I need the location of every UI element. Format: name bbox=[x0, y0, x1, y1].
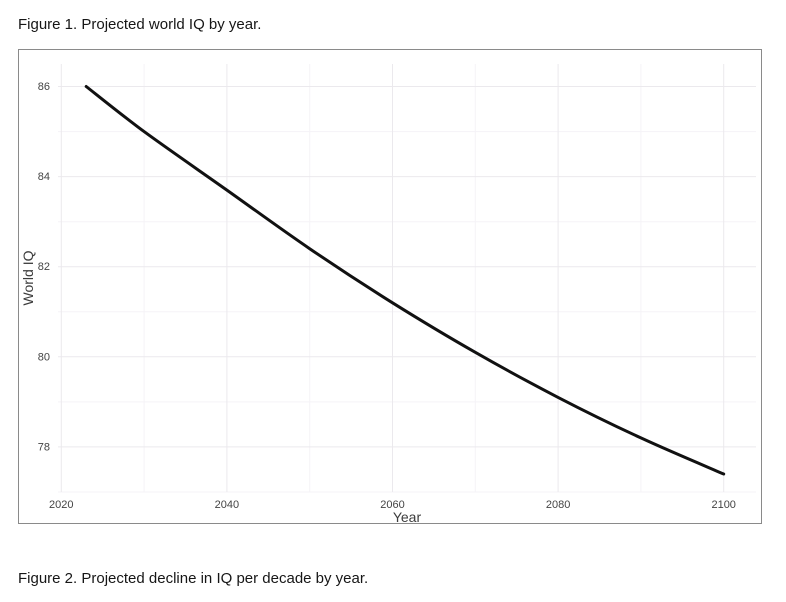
iq-trend-line bbox=[84, 85, 726, 476]
x-axis-tick-label: 2100 bbox=[711, 499, 735, 511]
y-axis-tick-label: 86 bbox=[38, 81, 50, 93]
y-axis-title: World IQ bbox=[20, 250, 36, 305]
x-axis-tick-label: 2080 bbox=[546, 499, 570, 511]
y-axis-tick-label: 80 bbox=[38, 351, 50, 363]
x-axis-tick-label: 2040 bbox=[215, 499, 239, 511]
projected-world-iq-line-chart: 78 80 82 84 86 2020 2040 2060 2080 2100 Year World … bbox=[20, 64, 756, 523]
x-axis-tick-label: 2060 bbox=[380, 499, 404, 511]
x-axis-title: Year bbox=[393, 509, 422, 523]
y-axis-tick-label: 78 bbox=[38, 441, 50, 453]
figure1-caption: Figure 1. Projected world IQ by year. bbox=[18, 16, 262, 33]
figure1-chart-frame: 78 80 82 84 86 2020 2040 2060 2080 2100 Year World … bbox=[18, 49, 762, 524]
y-axis-tick-label: 82 bbox=[38, 261, 50, 273]
figure2-caption: Figure 2. Projected decline in IQ per de… bbox=[18, 570, 369, 587]
y-axis-tick-label: 84 bbox=[38, 171, 50, 183]
x-axis-tick-label: 2020 bbox=[49, 499, 73, 511]
